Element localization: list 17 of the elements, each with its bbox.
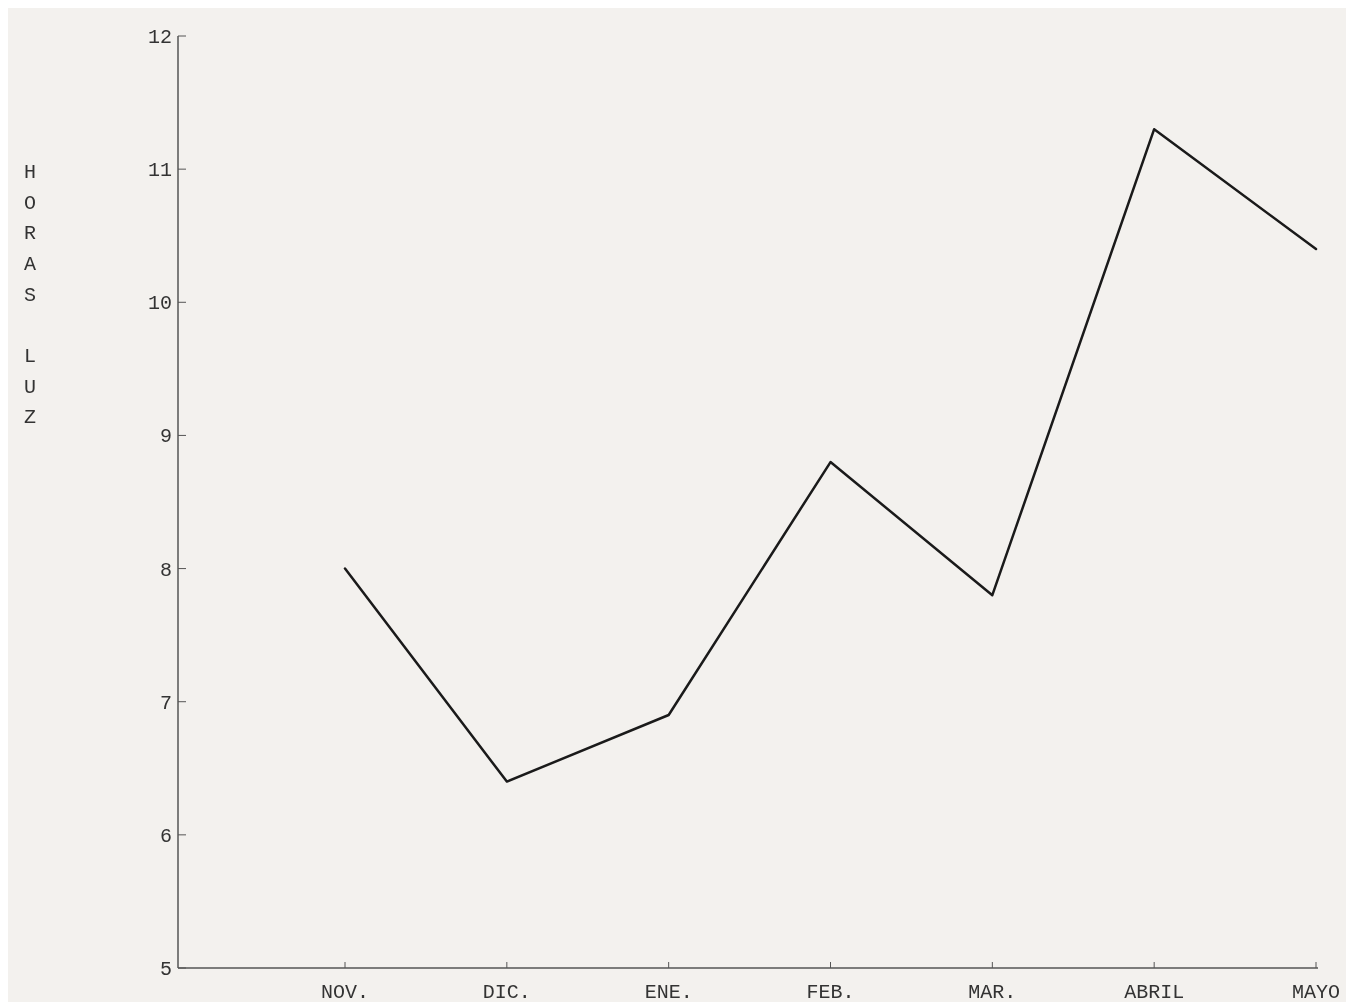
x-tick-label: DIC. bbox=[482, 981, 531, 1002]
y-tick-label: 11 bbox=[147, 159, 172, 183]
y-tick-label: 12 bbox=[147, 26, 172, 49]
x-tick-label: MAR. bbox=[968, 981, 1017, 1002]
text: HORAS LUZ bbox=[23, 161, 37, 430]
y-tick-label: 5 bbox=[159, 958, 172, 981]
x-tick-label: FEB. bbox=[806, 981, 855, 1002]
y-tick-label: 6 bbox=[159, 824, 172, 848]
line-series bbox=[343, 127, 1318, 783]
y-tick-label: 10 bbox=[147, 292, 172, 316]
x-tick-label: MAYO bbox=[1291, 981, 1341, 1002]
y-tick-label: 8 bbox=[159, 558, 172, 582]
x-tick-label: ABRIL bbox=[1124, 981, 1185, 1002]
y-tick-label: 9 bbox=[159, 425, 172, 449]
y-tick-label: 7 bbox=[159, 691, 172, 715]
x-tick-label: NOV. bbox=[320, 981, 370, 1002]
x-tick-label: ENE. bbox=[644, 981, 693, 1002]
